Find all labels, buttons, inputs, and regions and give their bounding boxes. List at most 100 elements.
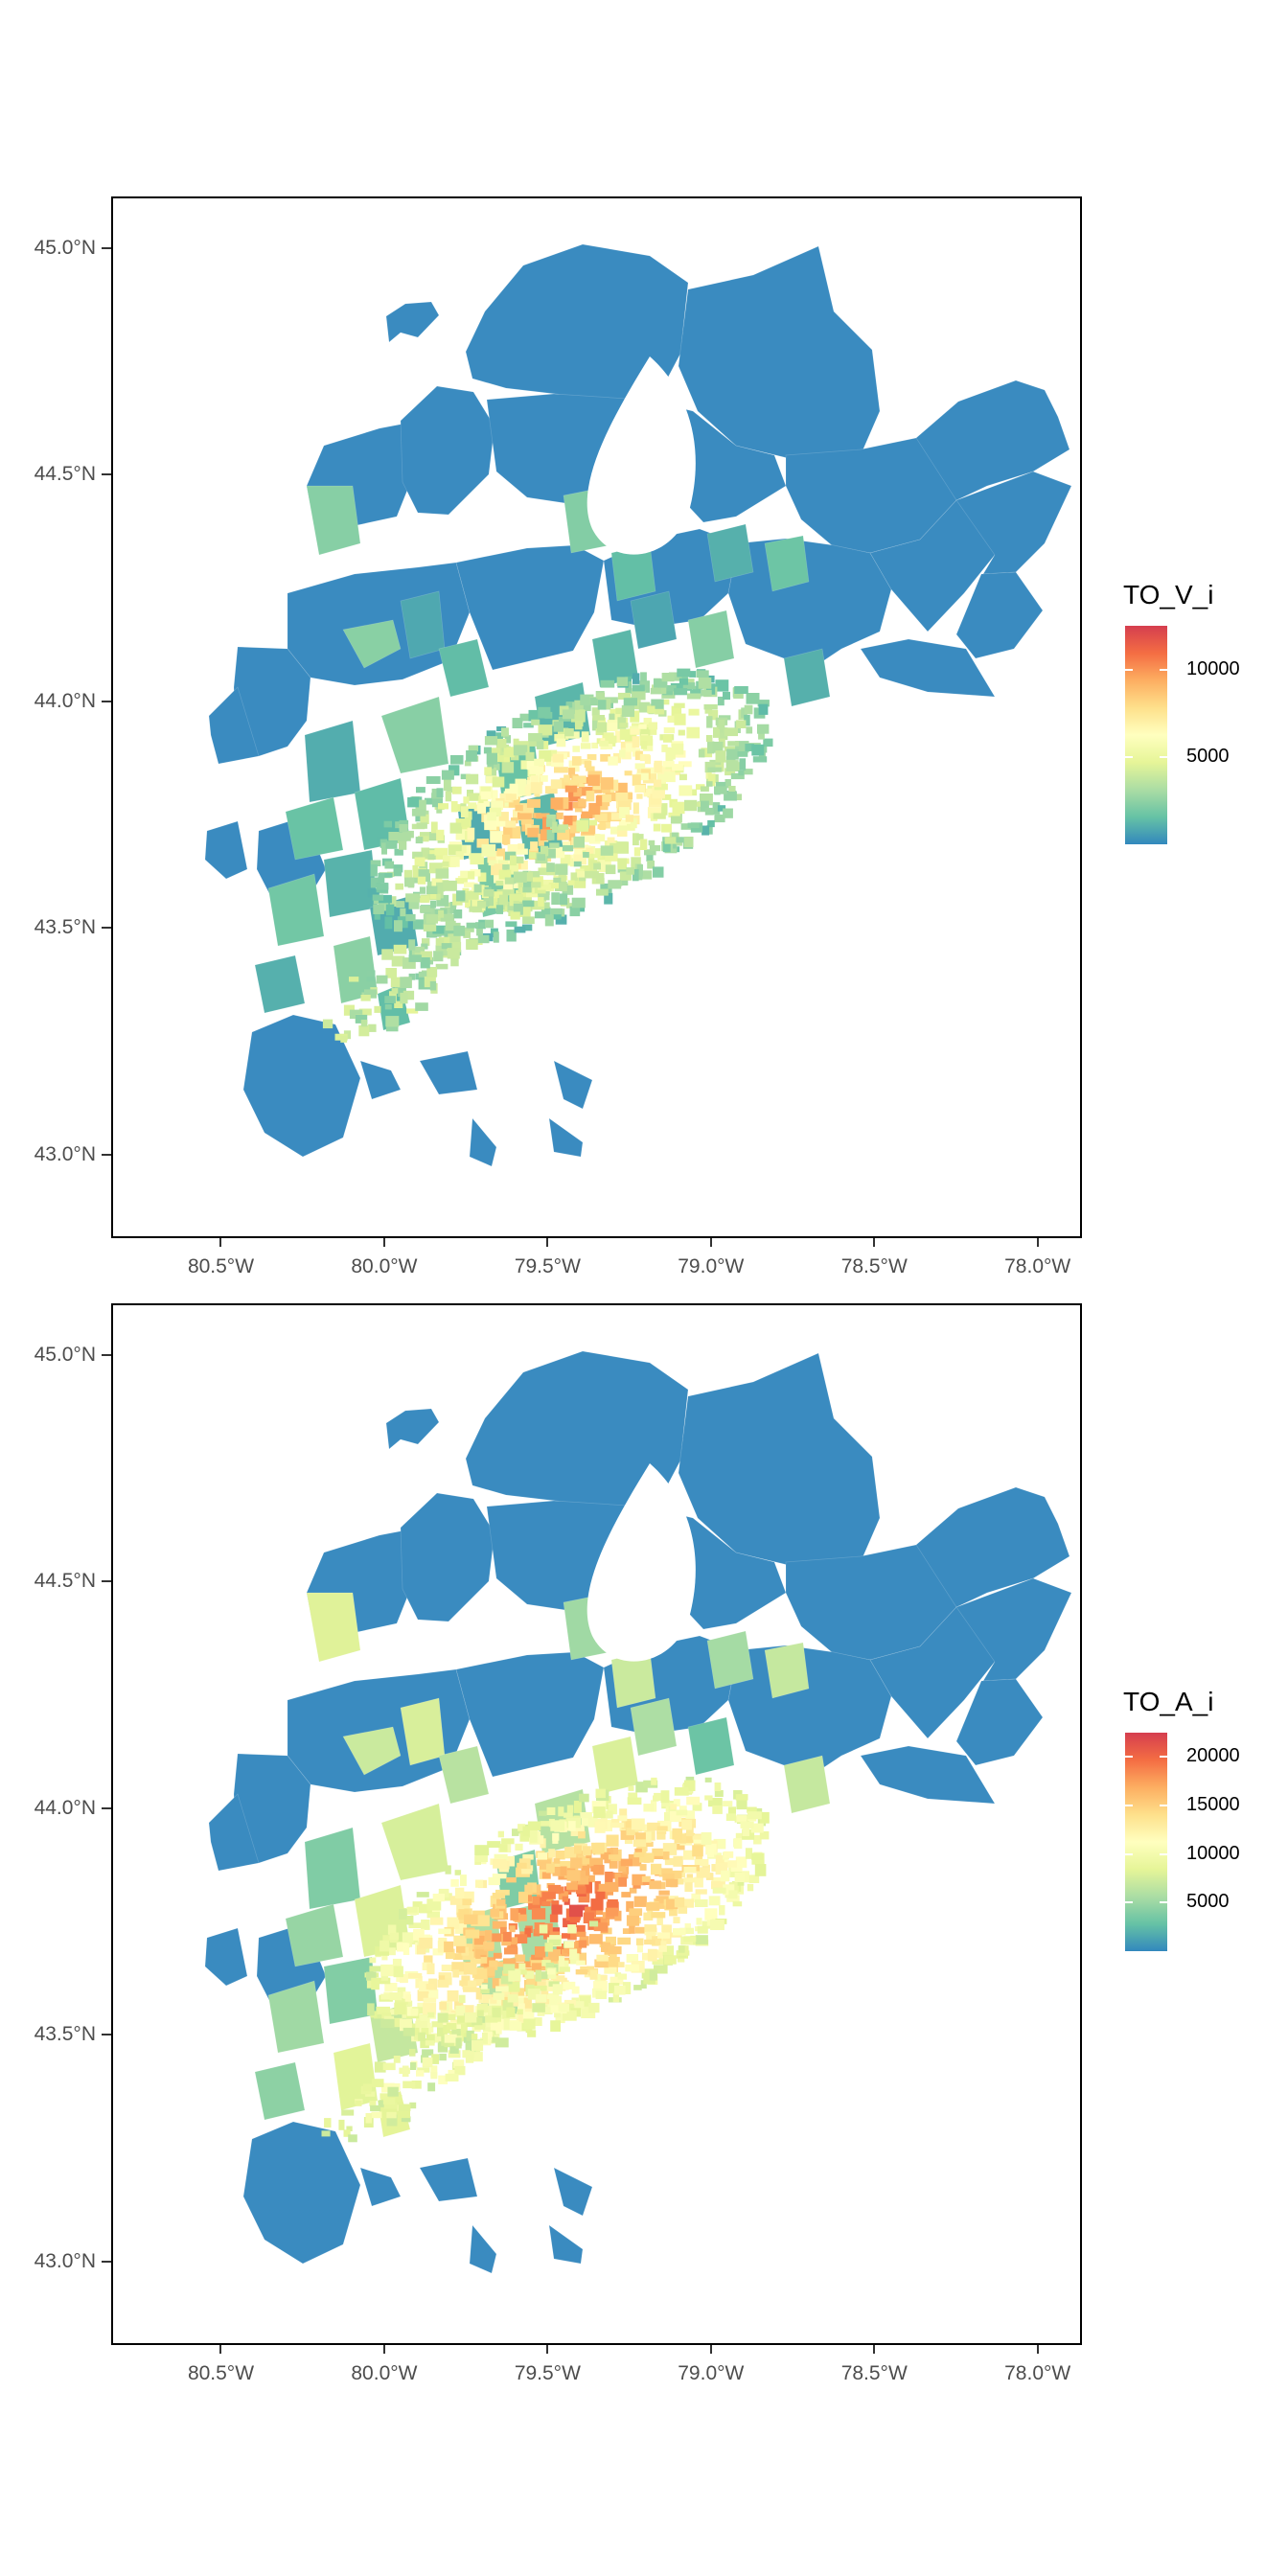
census-tract — [562, 709, 575, 720]
census-tract — [435, 868, 449, 879]
region-polygon — [438, 1745, 490, 1805]
census-tract — [643, 1879, 655, 1885]
census-tract — [540, 829, 552, 841]
census-tract — [464, 2012, 477, 2023]
census-tract — [537, 2011, 545, 2016]
census-tract — [708, 1896, 721, 1906]
census-tract — [672, 801, 685, 815]
census-tract — [639, 839, 648, 850]
census-tract — [715, 761, 724, 772]
census-tract — [641, 1875, 651, 1882]
census-tract — [696, 670, 709, 678]
census-tract — [548, 1958, 562, 1966]
census-tract — [522, 1854, 534, 1860]
census-tract — [522, 2012, 535, 2020]
census-tract — [476, 839, 490, 848]
census-tract — [634, 750, 643, 761]
census-tract — [704, 1777, 712, 1782]
census-tract — [669, 1907, 678, 1917]
census-tract — [635, 834, 644, 840]
census-tract — [634, 1832, 646, 1845]
x-tick-label: 80.0°W — [351, 1255, 418, 1277]
census-tract — [548, 1849, 556, 1858]
census-tract — [555, 1851, 565, 1860]
region-polygon — [591, 1736, 639, 1795]
census-tract — [600, 679, 615, 688]
census-tract — [631, 1818, 645, 1830]
census-tract — [483, 1994, 493, 2004]
census-tract — [530, 841, 538, 851]
census-tract — [476, 928, 483, 936]
census-tract — [649, 1880, 662, 1890]
census-tract — [466, 773, 479, 785]
census-tract — [379, 1977, 391, 1985]
legend-tick — [1160, 1756, 1167, 1759]
census-tract — [521, 1865, 533, 1874]
urban-tracts — [322, 668, 773, 1043]
census-tract — [494, 863, 504, 871]
region-polygon — [385, 301, 440, 343]
census-tract — [438, 1888, 449, 1898]
census-tract — [462, 2050, 475, 2058]
census-tract — [418, 971, 428, 978]
census-tract — [724, 727, 738, 737]
census-tract — [408, 1922, 423, 1928]
census-tract — [373, 904, 384, 914]
census-tract — [547, 1949, 562, 1958]
census-tract — [493, 932, 499, 943]
census-tract — [418, 836, 429, 842]
census-tract — [434, 847, 448, 856]
census-tract — [576, 1931, 586, 1937]
x-tick-label: 79.0°W — [678, 2362, 745, 2384]
census-tract — [605, 864, 616, 875]
census-tract — [632, 833, 639, 846]
census-tract — [438, 1972, 452, 1979]
census-tract — [654, 760, 662, 773]
census-tract — [441, 1965, 456, 1971]
x-tick-label: 79.0°W — [678, 1255, 745, 1277]
x-tick-label: 80.5°W — [187, 1255, 255, 1277]
census-tract — [584, 1972, 593, 1978]
legend-label: 10000 — [1186, 1842, 1240, 1864]
census-tract — [474, 2022, 486, 2030]
census-tract — [515, 1954, 526, 1963]
census-tract — [499, 1844, 508, 1852]
census-tract — [539, 1924, 548, 1934]
census-tract — [607, 1907, 619, 1917]
census-tract — [385, 840, 398, 849]
census-tract — [586, 766, 595, 771]
census-tract — [428, 931, 442, 937]
census-tract — [674, 688, 688, 696]
census-tract — [455, 829, 466, 840]
census-tract — [574, 844, 588, 856]
census-tract — [605, 1872, 613, 1883]
census-tract — [546, 814, 556, 822]
census-tract — [476, 2010, 484, 2020]
census-tract — [613, 1985, 626, 1995]
census-tract — [689, 671, 696, 678]
census-tract — [607, 1848, 613, 1856]
census-tract — [577, 871, 589, 878]
census-tract — [540, 907, 551, 915]
census-tract — [557, 1886, 564, 1894]
census-tract — [397, 1987, 406, 1997]
census-tract — [704, 1908, 718, 1920]
census-tract — [618, 797, 632, 811]
census-tract — [654, 1949, 666, 1959]
y-tick-mark — [102, 2260, 111, 2263]
census-tract — [358, 1008, 372, 1016]
census-tract — [546, 848, 556, 859]
census-tract — [341, 2109, 355, 2116]
census-tract — [519, 906, 531, 917]
census-tract — [647, 705, 656, 714]
census-tract — [389, 1992, 402, 2001]
census-tract — [398, 832, 411, 841]
census-tract — [394, 920, 402, 932]
census-tract — [488, 1876, 500, 1886]
census-tract — [348, 2134, 357, 2143]
census-tract — [630, 817, 637, 829]
census-tract — [633, 1896, 647, 1907]
census-tract — [499, 793, 512, 802]
x-tick-label: 78.0°W — [1004, 2362, 1071, 2384]
census-tract — [376, 975, 388, 984]
